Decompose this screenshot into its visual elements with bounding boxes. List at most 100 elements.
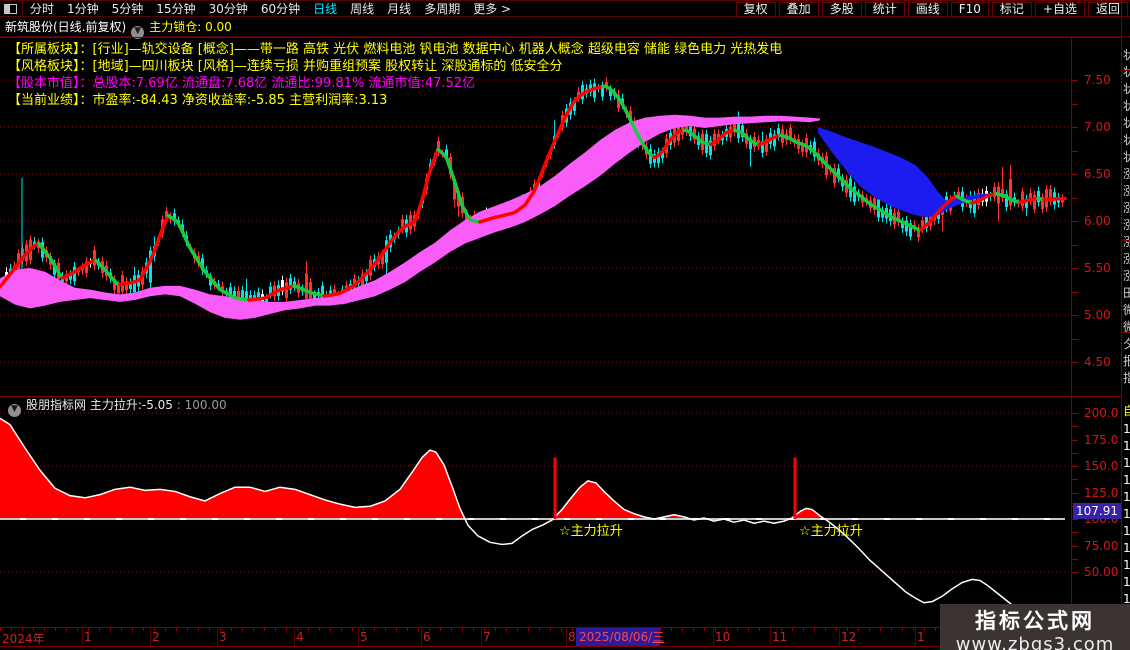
stock-info-lines: 【所属板块】：[行业]—轨交设备 [概念]——带一路 高铁 光伏 燃料电池 钒电… <box>8 41 782 109</box>
period-tab-9[interactable]: 多周期 <box>424 2 461 16</box>
info-line-1: 【风格板块】：[地域]—四川板块 [风格]—连续亏损 并购重组预案 股权转让 深… <box>8 59 563 74</box>
action-button-8[interactable]: 返回 <box>1087 2 1128 17</box>
signal-label: ☆主力拉升 <box>559 524 623 539</box>
time-axis-label: 3 <box>219 630 227 644</box>
edge-strip-glyph: 状 <box>1123 116 1130 130</box>
time-axis-label: 11 <box>772 630 788 644</box>
axis-row-top-border <box>0 627 1122 628</box>
price-axis-tick <box>1072 174 1078 175</box>
edge-strip-glyph: 涨 <box>1123 269 1130 283</box>
sub-axis-tick <box>1072 493 1078 494</box>
action-button-2[interactable]: 多股 <box>821 2 862 17</box>
sub-axis-tick <box>1072 453 1078 454</box>
chevron-down-icon[interactable]: ▼ <box>131 26 145 39</box>
indicator-source: 股朋指标网 <box>26 398 87 412</box>
current-date-box: 2025/08/06/三 <box>576 628 664 646</box>
edge-strip-glyph: 自 <box>1123 404 1130 418</box>
month-divider <box>358 628 359 646</box>
edge-strip-glyph: 涨 <box>1123 235 1130 249</box>
time-axis-label: 7 <box>483 630 491 644</box>
indicator-name: 主力拉升: <box>89 398 142 412</box>
period-tab-0[interactable]: 分时 <box>30 2 55 16</box>
price-axis-tick <box>1072 151 1078 152</box>
window-icon[interactable] <box>4 4 17 14</box>
indicator-value: -5.05 <box>141 398 173 412</box>
action-buttons: 复权 叠加 多股 统计 画线 F10 标记 +自选 返回 <box>733 2 1128 17</box>
right-edge-strip: 状状状状状状状涨涨涨涨涨涨涨田微微夕报指自111111111111 <box>1122 0 1130 650</box>
main-indicator-label: 主力锁仓: 0.00 <box>149 20 232 34</box>
sub-axis-label: 50.00 <box>1084 565 1119 579</box>
edge-strip-digit: 1 <box>1123 507 1130 521</box>
edge-strip-separator <box>1122 70 1130 71</box>
sub-axis-tick <box>1072 440 1078 441</box>
price-axis-tick <box>1072 221 1078 222</box>
action-button-4[interactable]: 画线 <box>907 2 948 17</box>
edge-strip-glyph: 指 <box>1123 371 1130 385</box>
price-axis-label: 7.50 <box>1084 73 1111 87</box>
time-axis-label: 10 <box>715 630 731 644</box>
period-tab-10[interactable]: 更多 > <box>473 2 512 16</box>
price-axis-tick <box>1072 268 1078 269</box>
time-axis-ticks <box>0 628 1122 631</box>
action-button-3[interactable]: 统计 <box>864 2 905 17</box>
period-tab-1[interactable]: 1分钟 <box>67 2 99 16</box>
price-axis-tick <box>1072 292 1078 293</box>
period-tab-8[interactable]: 月线 <box>387 2 412 16</box>
edge-strip-glyph: 微 <box>1123 320 1130 334</box>
period-tab-4[interactable]: 30分钟 <box>208 2 248 16</box>
sub-axis-tick <box>1072 426 1078 427</box>
edge-strip-separator <box>1122 332 1130 333</box>
edge-strip-digit: 1 <box>1123 575 1130 589</box>
sub-axis-tick <box>1072 546 1078 547</box>
sub-axis-label: 175.0 <box>1084 432 1119 447</box>
month-divider <box>915 628 916 646</box>
chevron-down-icon[interactable]: ▼ <box>8 404 21 417</box>
price-axis-tick <box>1072 104 1078 105</box>
period-tab-6[interactable]: 日线 <box>313 2 338 16</box>
action-button-1[interactable]: 叠加 <box>778 2 819 17</box>
sub-axis-tick <box>1072 413 1078 414</box>
action-button-7[interactable]: +自选 <box>1034 2 1085 17</box>
main-price-axis: 7.50 7.00 6.50 6.00 5.50 5.00 4.50 <box>1072 38 1122 395</box>
sub-value-axis: 200.0 175.0 150.0 125.0 100.0 75.00 50.00 107.9… <box>1072 397 1122 627</box>
price-axis-label: 5.00 <box>1084 308 1111 322</box>
period-tab-5[interactable]: 60分钟 <box>260 2 301 16</box>
month-divider <box>481 628 482 646</box>
edge-strip-separator <box>1122 240 1130 241</box>
edge-strip-glyph: 状 <box>1123 65 1130 79</box>
edge-strip-glyph: 涨 <box>1123 167 1130 181</box>
action-button-5[interactable]: F10 <box>950 2 989 17</box>
period-tab-2[interactable]: 5分钟 <box>111 2 144 16</box>
action-button-0[interactable]: 复权 <box>735 2 776 17</box>
price-axis-tick <box>1072 80 1078 81</box>
axis-border-left <box>1071 38 1072 646</box>
time-axis-label: 2024年 <box>2 632 45 646</box>
month-divider <box>82 628 83 646</box>
period-tab-7[interactable]: 周线 <box>350 2 375 16</box>
title-bar: 新筑股份(日线.前复权) ▼ 主力锁仓: 0.00 <box>0 17 1130 39</box>
edge-strip-glyph: 状 <box>1123 99 1130 113</box>
watermark-title: 指标公式网 <box>975 609 1095 633</box>
period-tab-3[interactable]: 15分钟 <box>156 2 196 16</box>
sub-axis-tick <box>1072 479 1078 480</box>
edge-strip-glyph: 状 <box>1123 150 1130 164</box>
price-axis-label: 7.00 <box>1084 120 1111 134</box>
sub-axis-tick <box>1072 466 1078 467</box>
action-button-6[interactable]: 标记 <box>991 2 1032 17</box>
price-axis-tick <box>1072 315 1078 316</box>
sub-indicator-chart[interactable]: ☆主力拉升 ☆主力拉升 <box>0 397 1072 627</box>
edge-strip-glyph: 涨 <box>1123 218 1130 232</box>
period-toolbar: 分时 1分钟 5分钟 15分钟 30分钟 60分钟 日线 周线 月线 多周期 更多 > 复权 叠加 多股… <box>0 0 1130 17</box>
edge-strip-digit: 1 <box>1123 490 1130 504</box>
axis-row-bottom-border <box>0 646 1122 647</box>
signal-label: ☆主力拉升 <box>799 524 863 539</box>
watermark-url: www.zbgs3.com <box>955 634 1115 650</box>
sub-axis-tick <box>1072 532 1078 533</box>
edge-strip-glyph: 涨 <box>1123 201 1130 215</box>
info-line-2: 【股本市值】：总股本:7.69亿 流通盘:7.68亿 流通比:99.81% 流通… <box>8 76 476 91</box>
main-kline-chart[interactable] <box>0 38 1072 395</box>
price-axis-label: 5.50 <box>1084 261 1111 275</box>
sub-axis-label: 200.0 <box>1084 406 1119 420</box>
edge-strip-glyph: 微 <box>1123 303 1130 317</box>
